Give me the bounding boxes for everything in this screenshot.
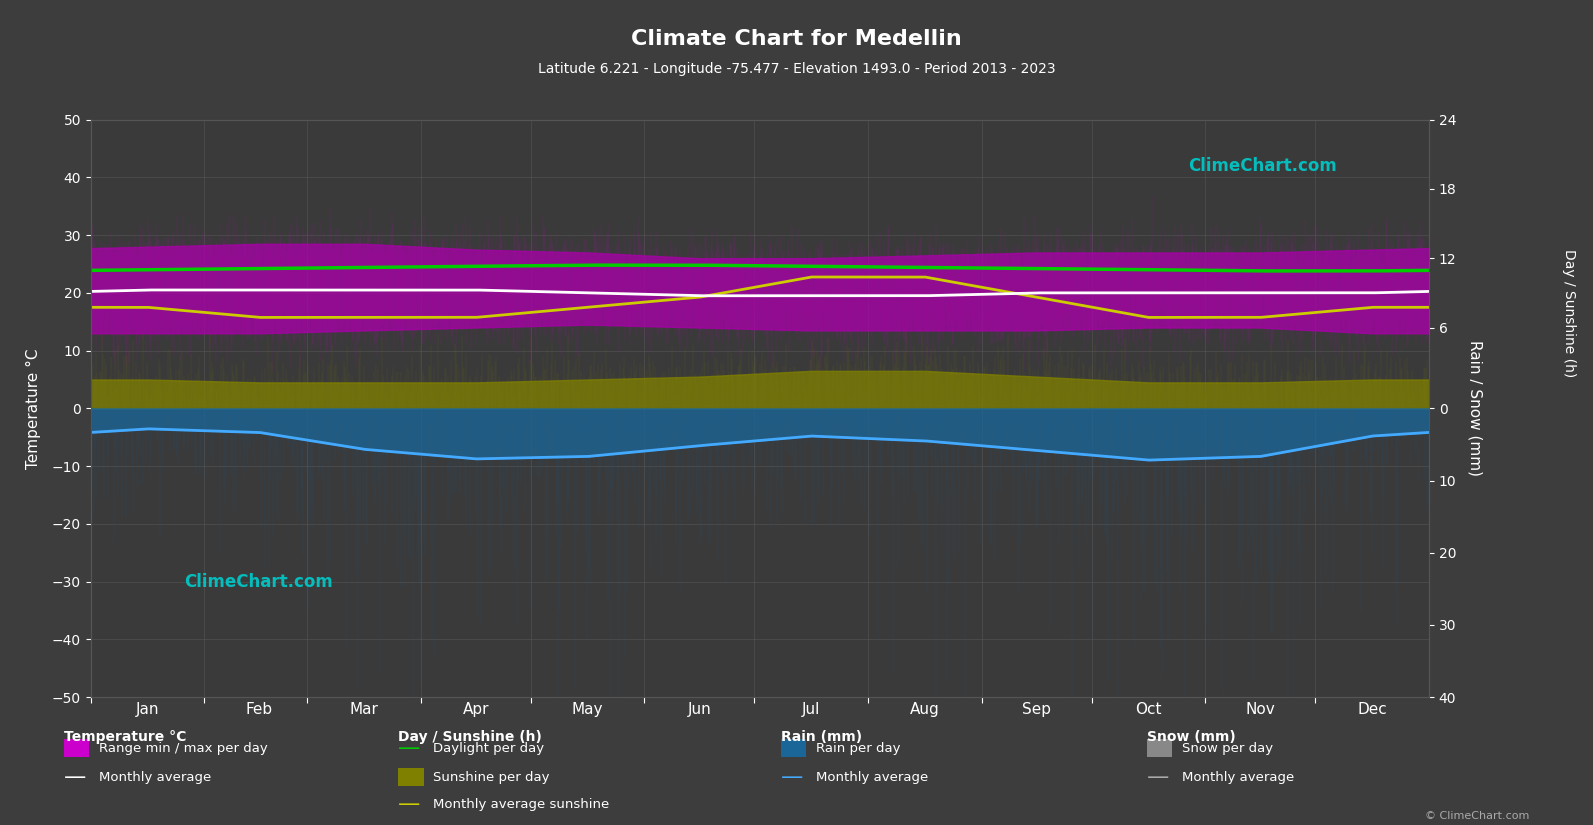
Text: © ClimeChart.com: © ClimeChart.com	[1424, 811, 1529, 821]
Text: Day / Sunshine (h): Day / Sunshine (h)	[398, 730, 542, 744]
Text: —: —	[398, 738, 421, 758]
Text: Latitude 6.221 - Longitude -75.477 - Elevation 1493.0 - Period 2013 - 2023: Latitude 6.221 - Longitude -75.477 - Ele…	[538, 62, 1055, 76]
Text: Snow (mm): Snow (mm)	[1147, 730, 1236, 744]
Text: Day / Sunshine (h): Day / Sunshine (h)	[1563, 249, 1575, 378]
Text: —: —	[1147, 767, 1169, 787]
Text: Daylight per day: Daylight per day	[433, 742, 545, 755]
Text: Sunshine per day: Sunshine per day	[433, 771, 550, 784]
Text: Range min / max per day: Range min / max per day	[99, 742, 268, 755]
Text: Monthly average: Monthly average	[99, 771, 210, 784]
Text: —: —	[64, 767, 86, 787]
Text: —: —	[398, 794, 421, 814]
Text: ClimeChart.com: ClimeChart.com	[1188, 157, 1337, 175]
Text: Monthly average sunshine: Monthly average sunshine	[433, 798, 610, 811]
Text: Rain (mm): Rain (mm)	[781, 730, 862, 744]
Text: Rain per day: Rain per day	[816, 742, 900, 755]
Y-axis label: Rain / Snow (mm): Rain / Snow (mm)	[1467, 341, 1483, 476]
Text: Monthly average: Monthly average	[816, 771, 927, 784]
Text: —: —	[781, 767, 803, 787]
Text: Snow per day: Snow per day	[1182, 742, 1273, 755]
Text: Monthly average: Monthly average	[1182, 771, 1294, 784]
Text: Climate Chart for Medellin: Climate Chart for Medellin	[631, 29, 962, 49]
Text: ClimeChart.com: ClimeChart.com	[185, 573, 333, 591]
Y-axis label: Temperature °C: Temperature °C	[25, 348, 41, 469]
Text: Temperature °C: Temperature °C	[64, 730, 186, 744]
